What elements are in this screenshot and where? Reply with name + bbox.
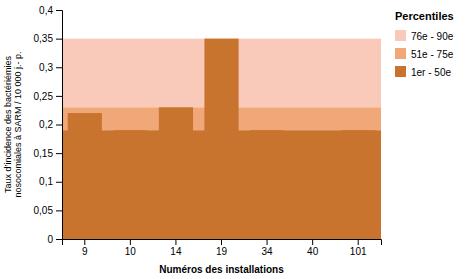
tick-mark <box>56 10 62 11</box>
tick-mark <box>56 153 62 154</box>
tick-mark <box>56 182 62 183</box>
tick-mark <box>56 67 62 68</box>
y-tick: 0,15 <box>34 148 62 159</box>
tick-mark <box>84 239 85 245</box>
x-axis-title: Numéros des installations <box>159 264 284 275</box>
legend-label: 1er - 50e <box>411 67 451 78</box>
legend: Percentiles 76e - 90e 51e - 75e 1er - 50e <box>395 10 454 78</box>
tick-label: 9 <box>82 246 88 257</box>
marks <box>62 39 381 239</box>
chart-svg: 0 0,05 0,1 0,15 0,2 0,25 0,3 0,35 0,4 9 10 14 19 34 40… <box>0 0 471 279</box>
y-tick: 0,35 <box>34 33 62 44</box>
x-tick: 40 <box>307 239 319 257</box>
x-tick: 9 <box>82 239 88 257</box>
bar <box>341 130 375 239</box>
tick-label: 0 <box>47 234 53 245</box>
tick-label: 0,35 <box>34 33 54 44</box>
y-tick: 0,4 <box>39 5 62 16</box>
x-tick: 10 <box>125 239 137 257</box>
bar <box>113 130 147 239</box>
tick-label: 0,25 <box>34 91 54 102</box>
tick-mark <box>312 239 313 245</box>
x-tick: 101 <box>350 239 367 257</box>
tick-label: 101 <box>350 246 367 257</box>
bar <box>204 39 238 239</box>
legend-title: Percentiles <box>395 10 454 22</box>
tick-mark <box>56 210 62 211</box>
tick-mark <box>56 39 62 40</box>
legend-label: 51e - 75e <box>411 49 454 60</box>
legend-swatch <box>395 30 406 41</box>
tick-mark <box>130 239 131 245</box>
y-axis-title: Taux d’incidence des bactériémiesnosocom… <box>3 51 23 197</box>
x-axis: 9 10 14 19 34 40 101 <box>63 239 382 257</box>
tick-label: 14 <box>170 246 182 257</box>
tick-mark <box>56 96 62 97</box>
y-tick: 0,2 <box>39 119 62 130</box>
tick-mark <box>358 239 359 245</box>
tick-label: 0,2 <box>39 119 53 130</box>
tick-mark <box>56 239 62 240</box>
x-tick: 19 <box>216 239 228 257</box>
y-tick: 0,05 <box>34 205 62 216</box>
bar <box>250 130 284 239</box>
chart-container: 0 0,05 0,1 0,15 0,2 0,25 0,3 0,35 0,4 9 10 14 19 34 40… <box>0 0 471 279</box>
tick-mark <box>56 125 62 126</box>
tick-label: 40 <box>307 246 319 257</box>
x-tick: 34 <box>262 239 274 257</box>
y-tick: 0,25 <box>34 91 62 102</box>
bar <box>296 147 330 239</box>
tick-label: 10 <box>125 246 137 257</box>
tick-label: 0,3 <box>39 62 53 73</box>
bar <box>68 113 102 239</box>
legend-swatch <box>395 48 406 59</box>
bar <box>159 107 193 239</box>
plot: 0 0,05 0,1 0,15 0,2 0,25 0,3 0,35 0,4 9 10 14 19 34 40… <box>34 5 382 257</box>
tick-mark <box>267 239 268 245</box>
y-tick: 0,3 <box>39 62 62 73</box>
tick-mark <box>175 239 176 245</box>
tick-label: 0,15 <box>34 148 54 159</box>
tick-label: 0,4 <box>39 5 53 16</box>
legend-swatch <box>395 66 406 77</box>
tick-label: 34 <box>262 246 274 257</box>
y-tick: 0,1 <box>39 176 62 187</box>
tick-mark <box>221 239 222 245</box>
axis-line <box>63 240 382 246</box>
y-tick: 0 <box>47 234 62 245</box>
tick-label: 0,1 <box>39 176 53 187</box>
tick-label: 0,05 <box>34 205 54 216</box>
axis-line <box>56 11 63 240</box>
x-tick: 14 <box>170 239 182 257</box>
tick-label: 19 <box>216 246 228 257</box>
y-axis: 0 0,05 0,1 0,15 0,2 0,25 0,3 0,35 0,4 <box>34 5 63 245</box>
legend-label: 76e - 90e <box>411 31 454 42</box>
